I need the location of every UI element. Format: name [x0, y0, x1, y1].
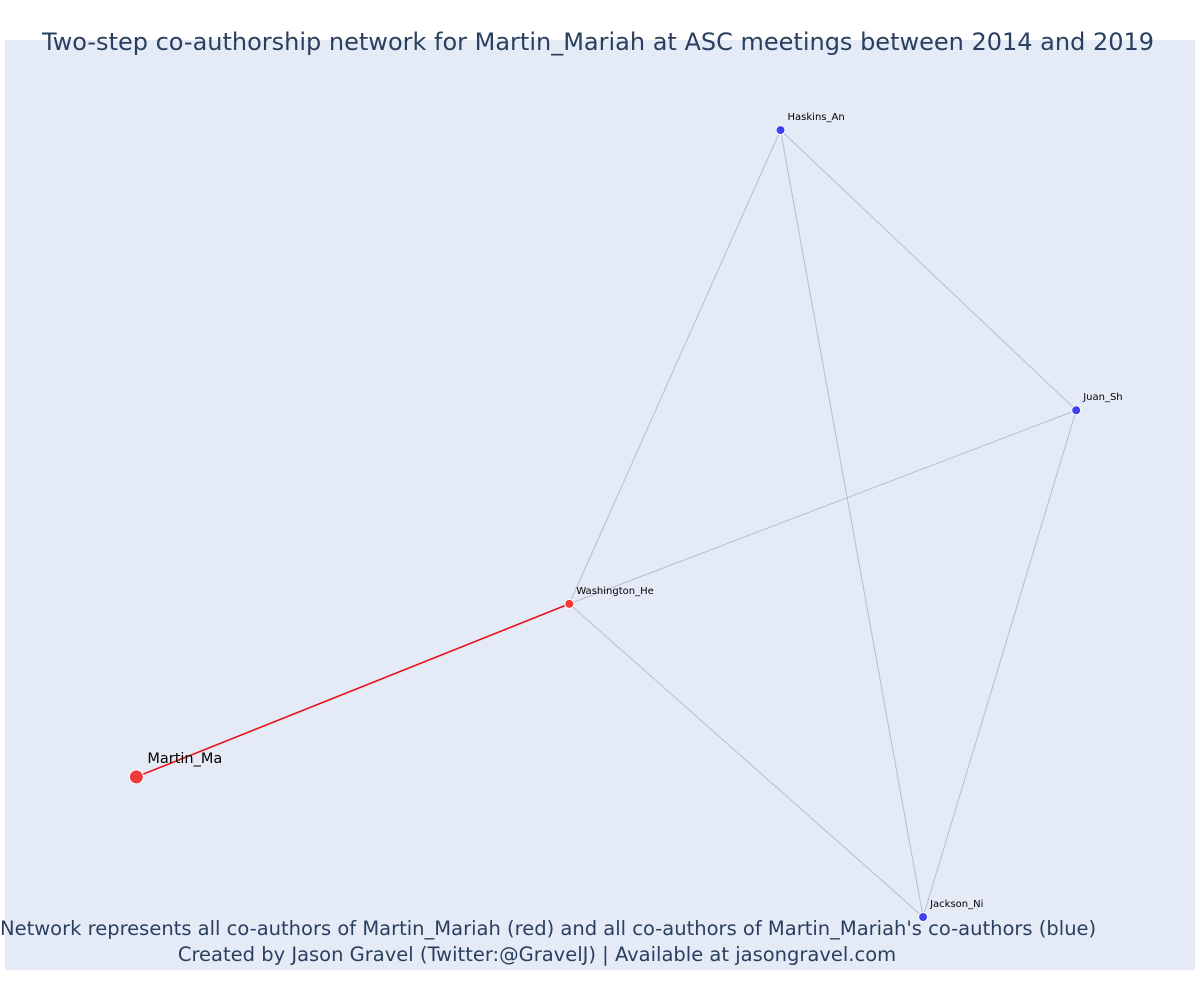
node-jackson-ni[interactable]	[918, 912, 929, 922]
edge-washington_he-juan_sh	[569, 409, 1077, 605]
node-juan-sh[interactable]	[1071, 405, 1082, 416]
edge-martin_ma-washington_he	[136, 603, 570, 778]
node-label-jackson-ni: Jackson_Ni	[929, 899, 983, 910]
node-label-juan-sh: Juan_Sh	[1082, 392, 1122, 403]
edge-haskins_an-juan_sh	[780, 129, 1077, 411]
edge-juan_sh-jackson_ni	[922, 410, 1077, 918]
edge-haskins_an-jackson_ni	[780, 129, 924, 918]
caption-line-1: Network represents all co-authors of Mar…	[0, 917, 1097, 940]
node-label-washington-he: Washington_He	[576, 586, 653, 597]
node-haskins-an[interactable]	[775, 125, 786, 136]
edge-washington_he-jackson_ni	[568, 603, 924, 918]
edge-washington_he-haskins_an	[568, 129, 781, 605]
node-label-haskins-an: Haskins_An	[788, 112, 845, 123]
caption-line-2: Created by Jason Gravel (Twitter:@Gravel…	[177, 943, 897, 966]
node-label-martin-ma: Martin_Ma	[147, 751, 222, 767]
chart-title: Two-step co-authorship network for Marti…	[41, 28, 1155, 56]
node-martin-ma[interactable]	[128, 769, 144, 785]
plot-area	[5, 40, 1195, 970]
labels-layer: Martin_Ma Washington_He Haskins_An Juan_Sh J…	[147, 112, 1122, 910]
node-washington-he[interactable]	[564, 598, 575, 609]
edges-layer	[136, 129, 1077, 918]
nodes-layer	[128, 125, 1082, 922]
